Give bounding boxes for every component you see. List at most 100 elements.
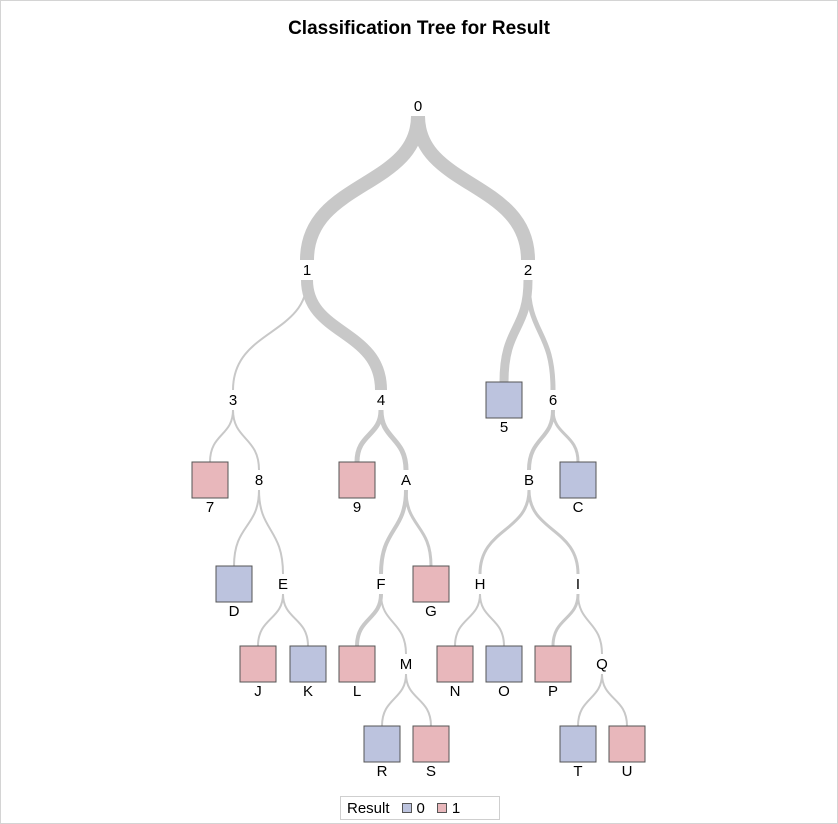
leaf-node-K bbox=[289, 645, 327, 683]
classification-tree: 0 1 2 3 4 5 6 7 8 9 A B C D E F G H I J K L M N O P Q R S T U bbox=[191, 97, 646, 780]
split-node-H: H bbox=[475, 576, 486, 593]
leaf-label-N: N bbox=[450, 683, 461, 700]
branch-6-C bbox=[551, 409, 580, 463]
split-node-I: I bbox=[576, 576, 580, 593]
leaf-node-S bbox=[412, 725, 450, 763]
split-node-6: 6 bbox=[549, 392, 557, 409]
leaf-node-T bbox=[559, 725, 597, 763]
split-node-4: 4 bbox=[377, 392, 385, 409]
leaf-node-N bbox=[436, 645, 474, 683]
branch-E-K bbox=[282, 593, 309, 647]
leaf-node-9 bbox=[338, 461, 376, 499]
branch-2-5 bbox=[499, 279, 533, 383]
split-node-0: 0 bbox=[414, 98, 422, 115]
leaf-node-7 bbox=[191, 461, 229, 499]
leaf-node-D bbox=[215, 565, 253, 603]
tree-branches bbox=[209, 115, 628, 727]
branch-2-6 bbox=[525, 279, 556, 391]
branch-I-P bbox=[551, 593, 580, 647]
leaf-node-5 bbox=[485, 381, 523, 419]
split-label-bg-6 bbox=[546, 391, 560, 409]
branch-Q-U bbox=[601, 673, 628, 727]
leaf-label-D: D bbox=[229, 603, 240, 620]
leaf-label-L: L bbox=[353, 683, 361, 700]
leaf-label-K: K bbox=[303, 683, 313, 700]
tree-labels: 0 1 2 3 4 5 6 7 8 9 A B C D E F G H I J K L M N O P Q R S T U bbox=[206, 97, 633, 780]
legend-label-0: 0 bbox=[416, 799, 425, 817]
leaf-node-C bbox=[559, 461, 597, 499]
branch-F-L bbox=[355, 593, 383, 647]
split-node-F: F bbox=[376, 576, 385, 593]
branch-H-N bbox=[454, 593, 481, 647]
branch-4-9 bbox=[354, 409, 384, 463]
branch-3-8 bbox=[232, 409, 260, 471]
branch-M-R bbox=[381, 673, 407, 727]
split-label-bg-I bbox=[571, 575, 585, 593]
split-node-E: E bbox=[278, 576, 288, 593]
legend-swatch-0 bbox=[401, 803, 412, 813]
branch-0-2 bbox=[411, 115, 535, 261]
branch-0-1 bbox=[300, 115, 425, 261]
split-node-A: A bbox=[401, 472, 411, 489]
branch-A-G bbox=[404, 489, 433, 567]
leaf-label-S: S bbox=[426, 763, 436, 780]
leaf-label-U: U bbox=[622, 763, 633, 780]
split-label-bg-1 bbox=[300, 261, 314, 279]
split-node-Q: Q bbox=[596, 656, 608, 673]
split-label-bg-0 bbox=[411, 97, 425, 115]
leaf-node-U bbox=[608, 725, 646, 763]
branch-B-I bbox=[527, 489, 580, 575]
split-label-bg-Q bbox=[595, 655, 609, 673]
branch-A-F bbox=[379, 489, 408, 575]
branch-8-D bbox=[233, 489, 260, 567]
leaf-label-R: R bbox=[377, 763, 388, 780]
branch-1-3 bbox=[232, 279, 308, 391]
split-node-B: B bbox=[524, 472, 534, 489]
leaf-label-7: 7 bbox=[206, 499, 214, 516]
leaf-label-5: 5 bbox=[500, 419, 508, 436]
leaf-label-9: 9 bbox=[353, 499, 361, 516]
legend-title: Result bbox=[347, 799, 390, 817]
branch-F-M bbox=[380, 593, 407, 655]
branch-3-7 bbox=[209, 409, 234, 463]
leaf-label-G: G bbox=[425, 603, 437, 620]
leaf-label-C: C bbox=[573, 499, 584, 516]
split-label-bg-3 bbox=[226, 391, 240, 409]
legend-swatch-1 bbox=[436, 803, 447, 813]
leaf-label-O: O bbox=[498, 683, 510, 700]
leaf-node-P bbox=[534, 645, 572, 683]
branch-H-O bbox=[479, 593, 505, 647]
branch-1-4 bbox=[301, 279, 387, 391]
split-label-bg-8 bbox=[252, 471, 266, 489]
leaf-node-G bbox=[412, 565, 450, 603]
split-node-3: 3 bbox=[229, 392, 237, 409]
branch-6-B bbox=[527, 409, 555, 471]
leaf-node-R bbox=[363, 725, 401, 763]
split-label-bg-M bbox=[399, 655, 413, 673]
split-label-bg-4 bbox=[374, 391, 388, 409]
branch-Q-T bbox=[577, 673, 603, 727]
split-node-8: 8 bbox=[255, 472, 263, 489]
leaf-node-O bbox=[485, 645, 523, 683]
branch-8-E bbox=[258, 489, 284, 575]
split-label-bg-2 bbox=[521, 261, 535, 279]
branch-I-Q bbox=[577, 593, 603, 655]
split-node-1: 1 bbox=[303, 262, 311, 279]
legend: Result 0 1 bbox=[340, 796, 500, 820]
leaf-node-L bbox=[338, 645, 376, 683]
diagram-title: Classification Tree for Result bbox=[288, 18, 550, 39]
leaf-node-J bbox=[239, 645, 277, 683]
split-label-bg-A bbox=[399, 471, 413, 489]
split-label-bg-B bbox=[522, 471, 536, 489]
split-node-M: M bbox=[400, 656, 413, 673]
split-label-bg-H bbox=[473, 575, 487, 593]
split-label-bg-F bbox=[374, 575, 388, 593]
tree-leaves bbox=[191, 381, 646, 763]
branch-E-J bbox=[257, 593, 284, 647]
leaf-label-J: J bbox=[254, 683, 262, 700]
leaf-label-P: P bbox=[548, 683, 558, 700]
branch-4-A bbox=[378, 409, 409, 471]
branch-B-H bbox=[478, 489, 531, 575]
leaf-label-T: T bbox=[573, 763, 582, 780]
split-label-bg-E bbox=[276, 575, 290, 593]
